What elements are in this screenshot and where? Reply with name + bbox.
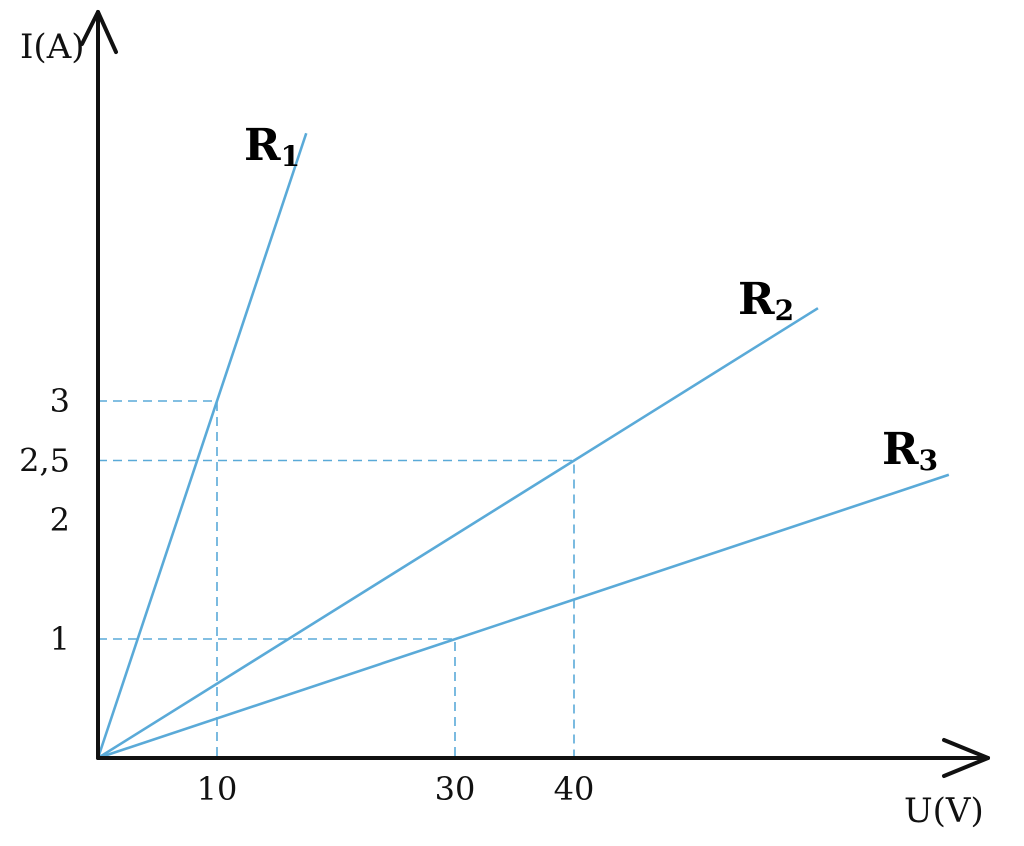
series-line-1 [96,132,308,759]
x-axis-label: U(V) [904,791,984,831]
series-line-3 [97,473,950,760]
series-label-3: R3 [882,424,938,477]
series-lines [96,132,950,760]
guide-line-2 [98,459,575,758]
y-axis-label: I(A) [20,27,85,67]
y-tick-label: 2 [50,501,70,539]
guide-lines [98,400,575,758]
y-tick-label: 2,5 [19,442,70,480]
series-label-sub-1: 1 [281,140,300,173]
x-tick-label: 10 [197,770,238,808]
x-axis-arrow [942,738,990,778]
tick-labels: 10 30 40 1 2 2,5 3 [19,382,594,808]
x-tick-label: 40 [554,770,595,808]
series-label-sub-3: 3 [919,444,938,477]
guide-line-3 [98,638,456,758]
series-labels: R1 R2 R3 [244,120,938,477]
y-axis-arrow [80,10,118,54]
series-line-2 [97,307,819,760]
y-tick-label: 1 [50,620,70,658]
series-label-1: R1 [244,120,300,173]
series-label-2: R2 [738,274,794,327]
series-label-sub-2: 2 [775,294,794,327]
x-tick-label: 30 [435,770,476,808]
y-tick-label: 3 [50,382,70,420]
